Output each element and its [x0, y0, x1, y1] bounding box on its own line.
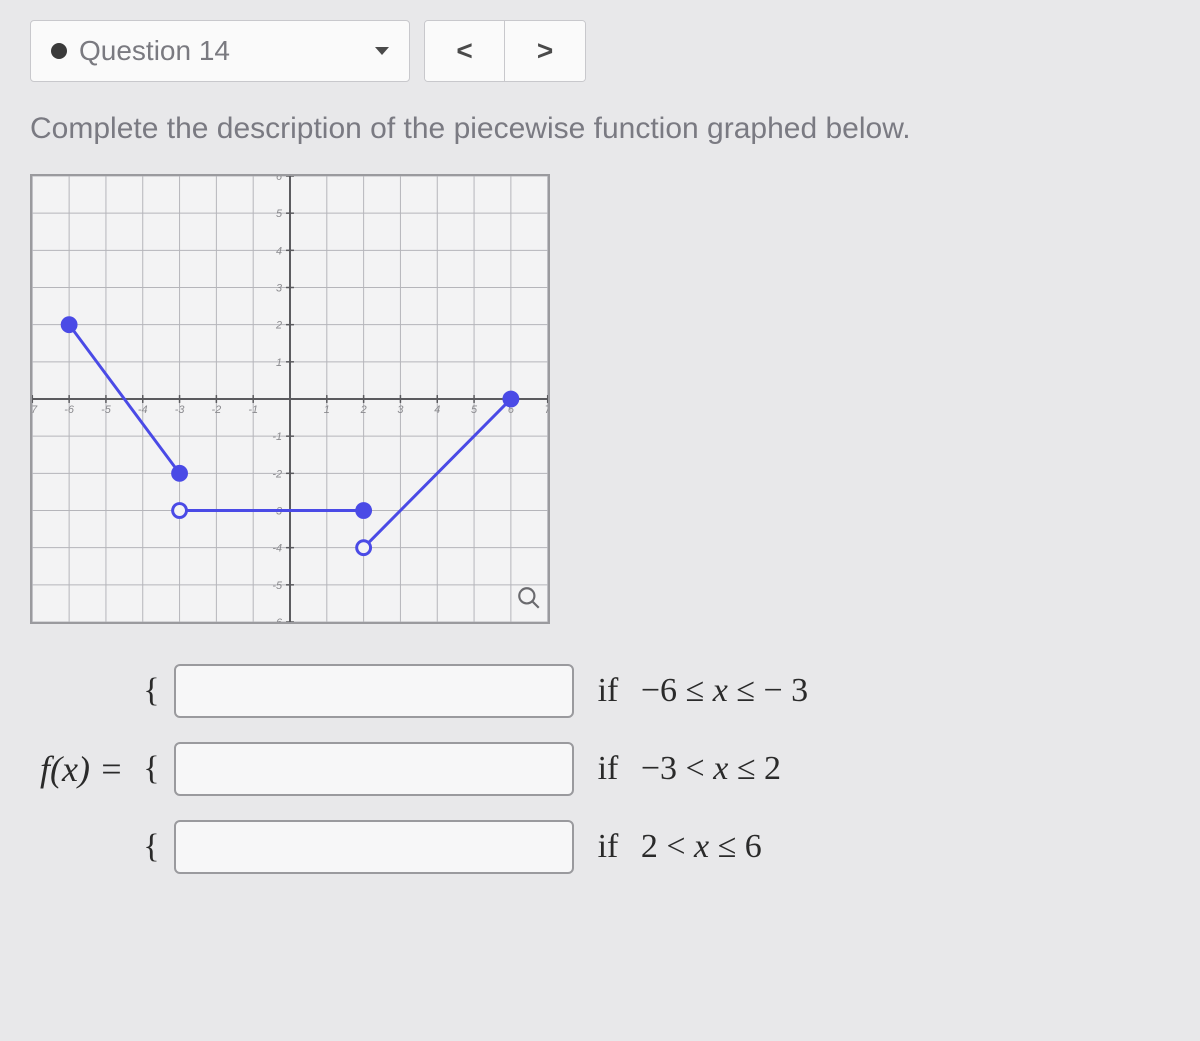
next-question-button[interactable]: >: [505, 21, 585, 81]
svg-text:3: 3: [276, 282, 282, 294]
piecewise-row: { if −6 ≤ x ≤ − 3: [143, 664, 808, 718]
svg-text:5: 5: [471, 404, 478, 416]
question-selector-dropdown[interactable]: Question 14: [30, 20, 410, 82]
piecewise-graph: -7-6-5-4-3-2-11234567654321-1-2-3-4-5-6: [32, 176, 548, 622]
svg-text:2: 2: [275, 320, 282, 332]
svg-text:6: 6: [276, 176, 283, 183]
expression-input-2[interactable]: [174, 742, 574, 796]
svg-text:4: 4: [276, 245, 282, 257]
condition-label: if 2 < x ≤ 6: [598, 828, 762, 866]
piecewise-row: { if −3 < x ≤ 2: [143, 742, 808, 796]
svg-text:5: 5: [276, 208, 283, 220]
svg-text:1: 1: [324, 404, 330, 416]
svg-text:-6: -6: [272, 617, 283, 622]
svg-text:3: 3: [397, 404, 403, 416]
svg-text:-4: -4: [272, 543, 282, 555]
chevron-left-icon: <: [456, 35, 472, 67]
chevron-right-icon: >: [537, 35, 553, 67]
brace-icon: {: [143, 828, 159, 866]
graph-panel: -7-6-5-4-3-2-11234567654321-1-2-3-4-5-6: [30, 174, 550, 624]
svg-text:-4: -4: [138, 404, 148, 416]
svg-text:-3: -3: [175, 404, 185, 416]
brace-icon: {: [143, 750, 159, 788]
prev-question-button[interactable]: <: [425, 21, 505, 81]
question-label: Question 14: [79, 35, 230, 67]
piecewise-definition: f(x) = { if −6 ≤ x ≤ − 3 { if −3 < x ≤ 2 { if…: [40, 664, 1170, 874]
svg-text:-5: -5: [272, 580, 283, 592]
piecewise-row: { if 2 < x ≤ 6: [143, 820, 808, 874]
status-dot-icon: [51, 43, 67, 59]
expression-input-1[interactable]: [174, 664, 574, 718]
svg-text:1: 1: [276, 357, 282, 369]
condition-label: if −6 ≤ x ≤ − 3: [598, 672, 809, 710]
svg-text:4: 4: [434, 404, 440, 416]
svg-text:-1: -1: [248, 404, 258, 416]
svg-text:-7: -7: [32, 404, 38, 416]
svg-text:2: 2: [360, 404, 367, 416]
svg-text:-2: -2: [212, 404, 222, 416]
question-prompt: Complete the description of the piecewis…: [30, 112, 1170, 146]
function-lhs: f(x) =: [40, 748, 123, 790]
piecewise-rows: { if −6 ≤ x ≤ − 3 { if −3 < x ≤ 2 { if 2 < x …: [143, 664, 808, 874]
condition-label: if −3 < x ≤ 2: [598, 750, 781, 788]
brace-icon: {: [143, 672, 159, 710]
zoom-icon[interactable]: [516, 585, 542, 616]
topbar: Question 14 < >: [30, 20, 1170, 82]
page-root: Question 14 < > Complete the description…: [0, 0, 1200, 894]
svg-text:7: 7: [545, 404, 548, 416]
question-nav-group: < >: [424, 20, 586, 82]
svg-text:-5: -5: [101, 404, 112, 416]
expression-input-3[interactable]: [174, 820, 574, 874]
chevron-down-icon: [375, 47, 389, 55]
svg-text:-1: -1: [272, 431, 282, 443]
svg-text:-2: -2: [272, 468, 282, 480]
svg-text:-6: -6: [64, 404, 75, 416]
